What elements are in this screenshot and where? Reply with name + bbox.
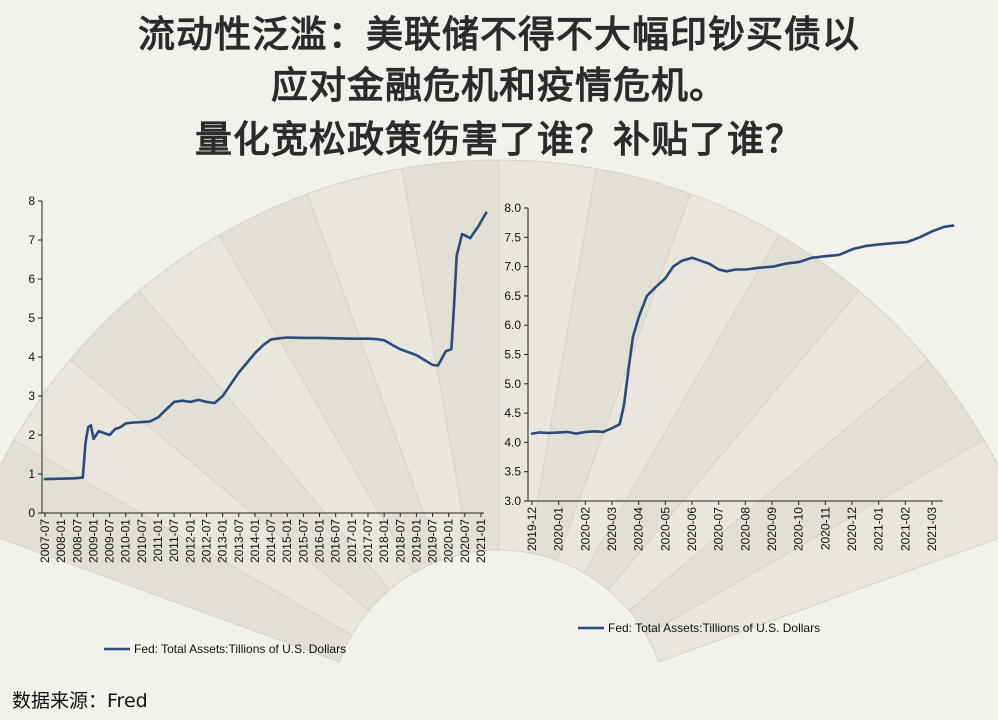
series-line: [43, 211, 488, 481]
y-tick-label: 2: [28, 428, 35, 442]
fan-panel: [645, 439, 998, 663]
x-tick-label: 2020-11: [818, 507, 832, 550]
x-tick-label: 2020-10: [792, 507, 806, 551]
x-tick-label: 2021-01: [872, 507, 886, 551]
x-tick-label: 2018-07: [393, 519, 407, 563]
x-tick-label: 2013-07: [232, 519, 246, 563]
x-tick-label: 2008-01: [54, 519, 68, 563]
title-line-3: 量化宽松政策伤害了谁？补贴了谁？: [195, 118, 803, 161]
x-tick-label: 2019-01: [409, 519, 423, 563]
x-tick-label: 2009-01: [86, 519, 100, 563]
legend-label: Fed: Total Assets:Tillions of U.S. Dolla…: [134, 642, 346, 656]
x-tick-label: 2014-01: [248, 519, 262, 563]
y-tick-label: 6.5: [504, 289, 521, 303]
x-tick-label: 2020-06: [685, 507, 699, 551]
x-tick-label: 2008-07: [70, 519, 84, 563]
x-tick-label: 2016-01: [313, 519, 327, 563]
x-tick-label: 2020-01: [552, 507, 566, 551]
title-line-2: 应对金融危机和疫情危机。: [271, 64, 727, 107]
x-tick-label: 2007-07: [38, 519, 52, 563]
x-tick-label: 2020-08: [738, 507, 752, 551]
series-line: [530, 224, 955, 435]
x-tick-label: 2020-02: [578, 507, 592, 551]
y-tick-label: 5.0: [504, 377, 521, 391]
x-tick-label: 2020-09: [765, 507, 779, 551]
y-tick-label: 3: [28, 389, 35, 403]
y-tick-label: 7: [28, 233, 35, 247]
x-tick-label: 2018-01: [377, 519, 391, 563]
x-tick-label: 2017-07: [361, 519, 375, 563]
x-tick-label: 2013-01: [216, 519, 230, 563]
y-tick-label: 4: [28, 350, 35, 364]
y-tick-label: 8: [28, 194, 35, 208]
y-tick-label: 5.5: [504, 348, 521, 362]
data-source: 数据来源：Fred: [12, 690, 148, 712]
x-tick-label: 2015-07: [296, 519, 310, 563]
y-tick-label: 6: [28, 272, 35, 286]
x-tick-label: 2011-01: [151, 519, 165, 562]
title-line-1: 流动性泛滥：美联储不得不大幅印钞买债以: [138, 13, 860, 56]
x-tick-label: 2020-12: [845, 507, 859, 551]
x-tick-label: 2011-07: [167, 519, 181, 562]
x-tick-label: 2020-03: [605, 507, 619, 551]
x-tick-label: 2014-07: [264, 519, 278, 563]
y-tick-label: 7.0: [504, 260, 521, 274]
x-tick-label: 2009-07: [103, 519, 117, 563]
x-tick-label: 2020-04: [632, 507, 646, 551]
y-tick-label: 6.0: [504, 318, 521, 332]
x-tick-label: 2015-01: [280, 519, 294, 563]
x-tick-label: 2019-07: [426, 519, 440, 563]
legend-label: Fed: Total Assets:Tillions of U.S. Dolla…: [608, 621, 820, 635]
x-tick-label: 2021-03: [925, 507, 939, 551]
y-tick-label: 3.5: [504, 465, 521, 479]
x-tick-label: 2019-12: [525, 507, 539, 551]
y-tick-label: 3.0: [504, 494, 521, 508]
y-tick-label: 0: [28, 506, 35, 520]
y-tick-label: 1: [28, 467, 35, 481]
x-tick-label: 2010-07: [135, 519, 149, 563]
x-tick-label: 2021-01: [474, 519, 488, 563]
x-tick-label: 2020-01: [442, 519, 456, 563]
x-tick-label: 2016-07: [329, 519, 343, 563]
x-tick-label: 2017-01: [345, 519, 359, 563]
x-tick-label: 2020-05: [658, 507, 672, 551]
y-tick-label: 4.0: [504, 435, 521, 449]
y-tick-label: 8.0: [504, 201, 521, 215]
x-tick-label: 2012-07: [199, 519, 213, 563]
x-tick-label: 2021-02: [898, 507, 912, 551]
y-tick-label: 5: [28, 311, 35, 325]
x-tick-label: 2020-07: [458, 519, 472, 563]
x-tick-label: 2020-07: [712, 507, 726, 551]
x-tick-label: 2012-01: [183, 519, 197, 563]
y-tick-label: 7.5: [504, 230, 521, 244]
x-tick-label: 2010-01: [119, 519, 133, 563]
y-tick-label: 4.5: [504, 406, 521, 420]
